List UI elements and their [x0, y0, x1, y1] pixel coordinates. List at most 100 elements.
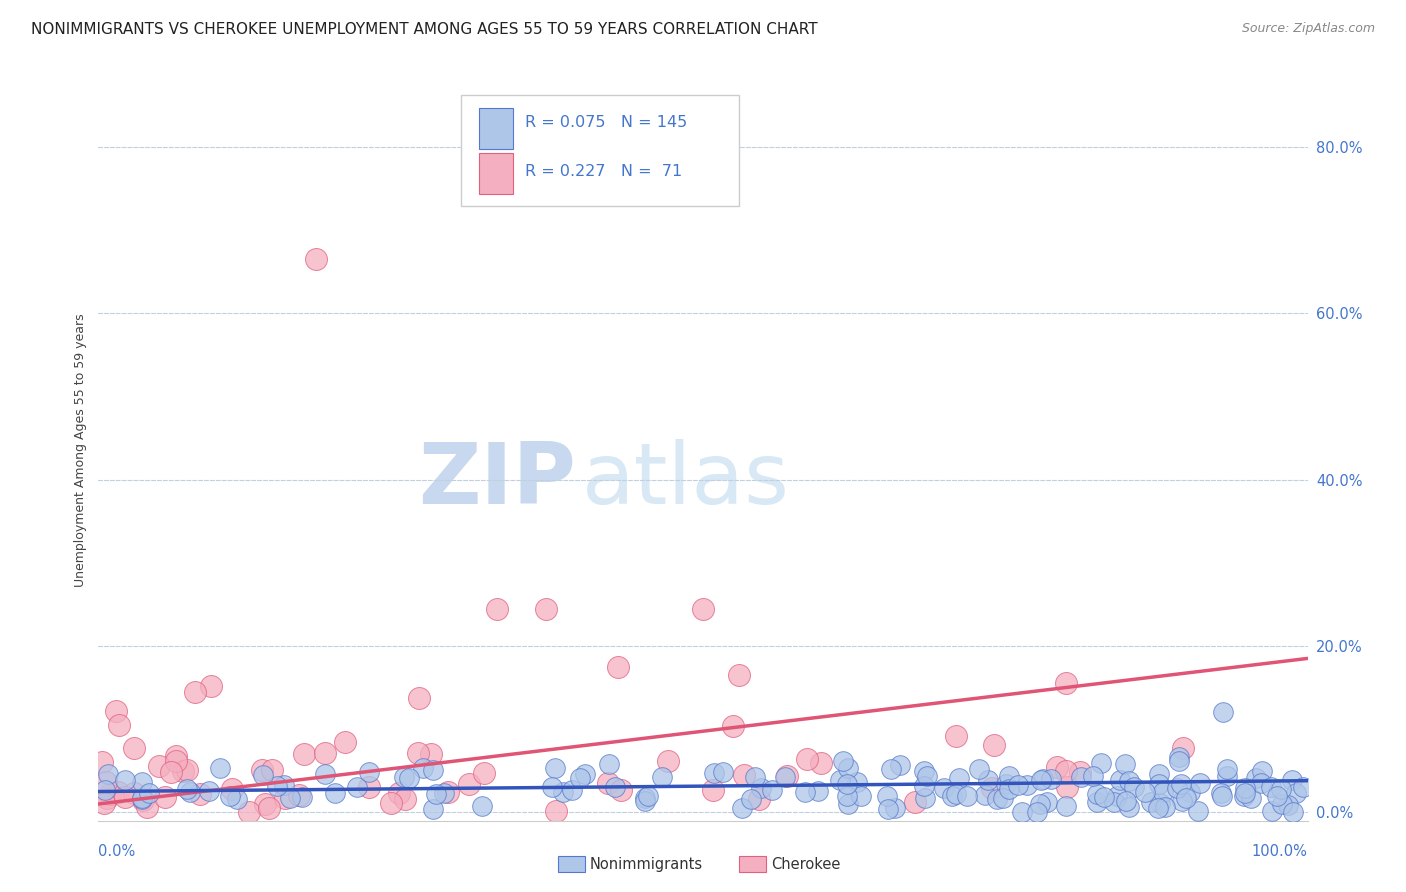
Point	[941, 789, 963, 803]
Point	[184, 684, 207, 698]
Point	[912, 780, 935, 794]
Text: R = 0.075   N = 145: R = 0.075 N = 145	[526, 115, 688, 130]
Point	[1081, 769, 1104, 783]
Point	[380, 796, 402, 810]
Point	[733, 768, 755, 782]
Point	[1260, 805, 1282, 819]
Point	[1029, 772, 1052, 787]
Point	[1029, 797, 1052, 812]
Point	[1234, 780, 1257, 795]
Point	[876, 789, 898, 804]
Point	[607, 659, 630, 673]
Point	[773, 770, 796, 784]
Point	[544, 761, 567, 775]
Point	[1152, 785, 1174, 799]
Point	[1090, 756, 1112, 770]
Point	[1070, 770, 1092, 784]
Point	[266, 779, 288, 793]
Point	[1250, 776, 1272, 790]
Point	[94, 782, 117, 797]
Point	[793, 785, 815, 799]
Point	[1149, 796, 1171, 810]
Point	[98, 787, 121, 801]
Point	[1211, 789, 1233, 803]
Point	[422, 802, 444, 816]
Point	[1174, 791, 1197, 805]
Point	[291, 789, 314, 804]
Point	[917, 769, 939, 783]
Point	[657, 754, 679, 768]
Point	[956, 789, 979, 803]
Point	[1154, 800, 1177, 814]
Point	[605, 780, 627, 794]
Point	[574, 767, 596, 781]
Point	[889, 758, 911, 772]
Point	[534, 601, 557, 615]
Point	[1265, 789, 1288, 803]
Point	[1039, 772, 1062, 787]
Point	[420, 747, 443, 761]
Point	[198, 783, 221, 797]
Y-axis label: Unemployment Among Ages 55 to 59 years: Unemployment Among Ages 55 to 59 years	[75, 314, 87, 587]
Point	[560, 783, 582, 797]
Point	[398, 771, 420, 785]
Point	[835, 777, 858, 791]
Point	[904, 795, 927, 809]
Point	[1007, 779, 1029, 793]
FancyBboxPatch shape	[479, 153, 513, 194]
Point	[107, 785, 129, 799]
Point	[333, 735, 356, 749]
Point	[651, 770, 673, 784]
Point	[394, 792, 416, 806]
Point	[851, 789, 873, 803]
Point	[1025, 805, 1047, 819]
Point	[728, 668, 751, 682]
Point	[122, 786, 145, 800]
Point	[238, 805, 260, 820]
Point	[541, 780, 564, 795]
Point	[776, 769, 799, 783]
Point	[832, 754, 855, 768]
Point	[176, 763, 198, 777]
Point	[172, 764, 194, 779]
Point	[357, 764, 380, 779]
Point	[408, 691, 430, 706]
Point	[433, 786, 456, 800]
Point	[1244, 771, 1267, 785]
Point	[569, 772, 592, 786]
Point	[1017, 779, 1039, 793]
Point	[392, 770, 415, 784]
Point	[323, 786, 346, 800]
Point	[1216, 762, 1239, 776]
Point	[761, 783, 783, 797]
Point	[1170, 776, 1192, 790]
Point	[598, 776, 620, 790]
Point	[1211, 786, 1233, 800]
Point	[877, 802, 900, 816]
Point	[132, 793, 155, 807]
Point	[314, 767, 336, 781]
Point	[1085, 787, 1108, 801]
Point	[209, 761, 232, 775]
Point	[1277, 797, 1299, 812]
Point	[425, 787, 447, 801]
Point	[1270, 782, 1292, 797]
Text: R = 0.227   N =  71: R = 0.227 N = 71	[526, 164, 682, 179]
Point	[997, 769, 1019, 783]
Point	[1133, 784, 1156, 798]
Point	[165, 755, 187, 769]
Point	[945, 787, 967, 801]
Point	[744, 770, 766, 784]
Point	[159, 765, 181, 780]
Point	[1046, 760, 1069, 774]
Point	[1240, 791, 1263, 805]
Point	[1216, 768, 1239, 782]
Point	[225, 792, 247, 806]
Point	[437, 785, 460, 799]
Point	[1102, 795, 1125, 809]
Point	[544, 804, 567, 818]
Point	[994, 777, 1017, 791]
Point	[883, 801, 905, 815]
Point	[796, 752, 818, 766]
Point	[932, 781, 955, 796]
